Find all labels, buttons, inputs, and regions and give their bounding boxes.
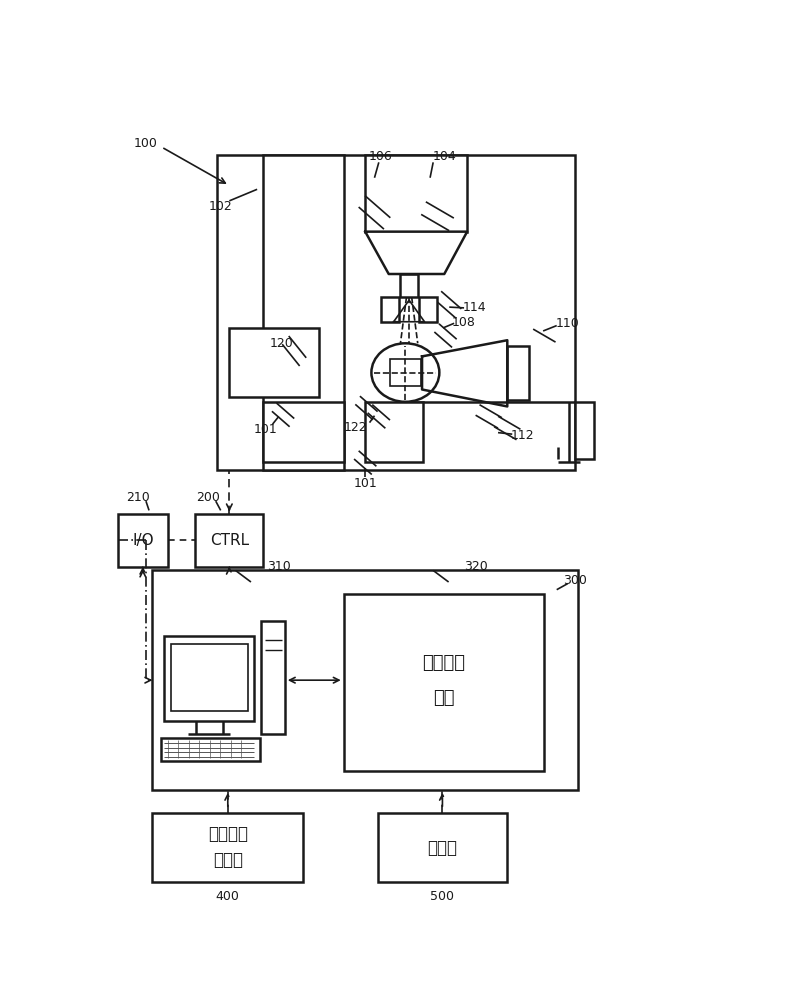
Polygon shape xyxy=(422,340,508,406)
FancyBboxPatch shape xyxy=(261,620,285,734)
Text: 210: 210 xyxy=(126,491,150,504)
Text: 120: 120 xyxy=(270,337,294,350)
Text: 310: 310 xyxy=(267,560,291,573)
Polygon shape xyxy=(394,300,425,322)
Polygon shape xyxy=(365,232,467,274)
Text: 106: 106 xyxy=(369,150,393,163)
Text: I/O: I/O xyxy=(132,533,154,548)
Text: 102: 102 xyxy=(208,200,232,213)
Text: 知识库: 知识库 xyxy=(427,839,457,857)
FancyBboxPatch shape xyxy=(118,514,167,567)
FancyBboxPatch shape xyxy=(378,813,508,882)
FancyBboxPatch shape xyxy=(575,402,594,459)
Text: 模块: 模块 xyxy=(434,688,455,706)
FancyBboxPatch shape xyxy=(152,570,579,790)
Text: 104: 104 xyxy=(433,150,456,163)
FancyBboxPatch shape xyxy=(161,738,260,761)
FancyBboxPatch shape xyxy=(419,297,438,322)
Text: 122: 122 xyxy=(344,421,367,434)
Text: 108: 108 xyxy=(452,316,476,329)
FancyBboxPatch shape xyxy=(263,402,344,462)
Text: 100: 100 xyxy=(134,137,158,150)
FancyBboxPatch shape xyxy=(344,594,544,771)
Text: CTRL: CTRL xyxy=(210,533,249,548)
FancyBboxPatch shape xyxy=(195,514,263,567)
FancyBboxPatch shape xyxy=(217,155,575,470)
Ellipse shape xyxy=(371,343,439,402)
Text: 500: 500 xyxy=(430,890,454,903)
Text: 112: 112 xyxy=(511,429,535,442)
Text: 治疗计划: 治疗计划 xyxy=(422,654,465,672)
Text: 320: 320 xyxy=(465,560,489,573)
FancyBboxPatch shape xyxy=(508,346,529,400)
FancyBboxPatch shape xyxy=(171,644,248,711)
Text: 110: 110 xyxy=(556,317,579,330)
FancyBboxPatch shape xyxy=(152,813,304,882)
Text: 400: 400 xyxy=(216,890,240,903)
Text: 存储器: 存储器 xyxy=(213,851,243,869)
Text: 101: 101 xyxy=(353,477,377,490)
Text: 计划图像: 计划图像 xyxy=(208,825,248,843)
Text: 101: 101 xyxy=(253,423,277,436)
FancyBboxPatch shape xyxy=(230,328,319,397)
FancyBboxPatch shape xyxy=(365,402,423,462)
FancyBboxPatch shape xyxy=(381,297,399,322)
FancyBboxPatch shape xyxy=(164,636,254,721)
FancyBboxPatch shape xyxy=(365,155,467,232)
Text: 200: 200 xyxy=(196,491,220,504)
FancyBboxPatch shape xyxy=(263,155,344,470)
Text: 300: 300 xyxy=(563,574,587,587)
FancyBboxPatch shape xyxy=(400,274,418,297)
Text: 114: 114 xyxy=(463,301,486,314)
